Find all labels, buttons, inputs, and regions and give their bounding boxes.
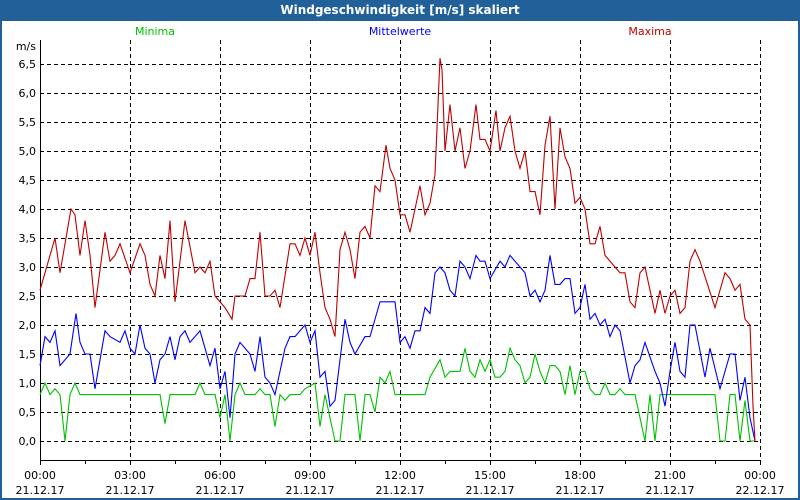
x-tick-time: 09:00 bbox=[294, 469, 326, 482]
y-tick-label: 6,0 bbox=[19, 87, 37, 100]
series-line-minima bbox=[39, 346, 755, 442]
series-lines bbox=[39, 58, 756, 442]
grid bbox=[40, 40, 761, 460]
x-tick-labels: 00:00 21.12.17 03:00 21.12.17 06:00 21.12.17 0… bbox=[16, 469, 785, 497]
x-tick-date: 21.12.17 bbox=[466, 484, 515, 497]
y-tick-label: 2,5 bbox=[19, 290, 37, 303]
y-tick-label: 4,5 bbox=[19, 174, 37, 187]
y-tick-label: 5,0 bbox=[19, 145, 37, 158]
y-tick-label: 3,0 bbox=[19, 261, 37, 274]
x-tick-time: 03:00 bbox=[114, 469, 146, 482]
x-tick-time: 06:00 bbox=[204, 469, 236, 482]
axes bbox=[40, 40, 761, 465]
x-tick-date: 21.12.17 bbox=[16, 484, 65, 497]
x-tick-time: 21:00 bbox=[654, 469, 686, 482]
legend-mittelwerte: Mittelwerte bbox=[369, 25, 432, 38]
x-tick-time: 18:00 bbox=[564, 469, 596, 482]
series-line-mittelwerte bbox=[39, 254, 756, 442]
series-line-maxima bbox=[39, 58, 756, 442]
x-tick-date: 21.12.17 bbox=[196, 484, 245, 497]
y-axis-unit: m/s bbox=[16, 40, 36, 53]
y-tick-label: 2,0 bbox=[19, 319, 37, 332]
y-tick-labels: 0,0 0,5 1,0 1,5 2,0 2,5 3,0 3,5 4,0 4,5 5,0 5,5 6,0 6… bbox=[19, 58, 37, 448]
y-tick-label: 4,0 bbox=[19, 203, 37, 216]
x-tick-time: 15:00 bbox=[474, 469, 506, 482]
y-tick-label: 1,5 bbox=[19, 348, 37, 361]
x-tick-date: 21.12.17 bbox=[376, 484, 425, 497]
y-tick-label: 6,5 bbox=[19, 58, 37, 71]
x-tick-date: 21.12.17 bbox=[646, 484, 695, 497]
y-tick-label: 3,5 bbox=[19, 232, 37, 245]
x-tick-date: 21.12.17 bbox=[106, 484, 155, 497]
legend-minima: Minima bbox=[135, 25, 175, 38]
x-tick-date: 21.12.17 bbox=[286, 484, 335, 497]
x-tick-time: 12:00 bbox=[384, 469, 416, 482]
x-tick-time: 00:00 bbox=[744, 469, 776, 482]
y-tick-label: 1,0 bbox=[19, 377, 37, 390]
y-tick-label: 0,5 bbox=[19, 406, 37, 419]
legend-maxima: Maxima bbox=[628, 25, 671, 38]
y-tick-label: 5,5 bbox=[19, 116, 37, 129]
chart-title: Windgeschwindigkeit [m/s] skaliert bbox=[0, 0, 800, 21]
x-tick-date: 21.12.17 bbox=[556, 484, 605, 497]
y-tick-label: 0,0 bbox=[19, 435, 37, 448]
x-tick-time: 00:00 bbox=[24, 469, 56, 482]
legend: Minima Mittelwerte Maxima bbox=[135, 25, 672, 38]
x-tick-date: 22.12.17 bbox=[736, 484, 785, 497]
